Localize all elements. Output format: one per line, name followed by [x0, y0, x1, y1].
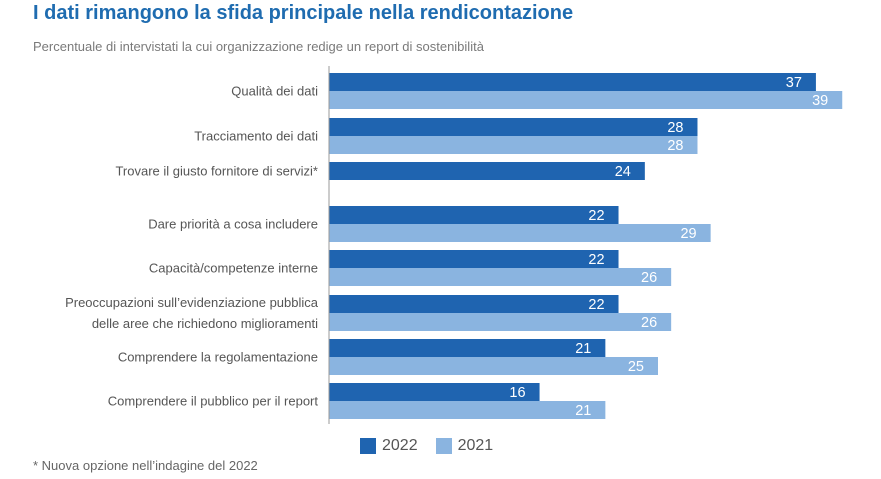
- bar-2022: [329, 383, 540, 401]
- bar-2021: [329, 313, 672, 331]
- value-label-2022: 28: [667, 120, 683, 136]
- bar-chart: Qualità dei dati 37 39 Tracciamento dei dat…: [65, 66, 843, 424]
- category-label: Comprendere la regolamentazione: [118, 350, 318, 365]
- footnote: * Nuova opzione nell’indagine del 2022: [33, 458, 258, 473]
- bar-2022: [329, 118, 698, 136]
- bar-2022: [329, 339, 606, 357]
- bar-2021: [329, 357, 658, 375]
- category-label: delle aree che richiedono miglioramenti: [92, 316, 318, 331]
- chart-subtitle: Percentuale di intervistati la cui organ…: [33, 39, 484, 54]
- bar-2021: [329, 401, 606, 419]
- legend-label-2021: 2021: [457, 437, 494, 454]
- value-label-2022: 22: [588, 297, 604, 313]
- value-label-2021: 25: [628, 359, 644, 375]
- value-label-2021: 29: [680, 226, 696, 242]
- category-label: Capacità/competenze interne: [149, 261, 318, 276]
- value-label-2022: 22: [588, 252, 604, 268]
- bar-2022: [329, 250, 619, 268]
- bar-2022: [329, 162, 645, 180]
- bar-2022: [329, 295, 619, 313]
- legend-swatch-2021: [435, 438, 452, 454]
- value-label-2022: 21: [575, 341, 591, 357]
- category-label: Qualità dei dati: [231, 84, 318, 99]
- value-label-2021: 26: [641, 315, 657, 331]
- chart-title: I dati rimangono la sfida principale nel…: [33, 2, 574, 24]
- value-label-2022: 37: [786, 75, 802, 91]
- bar-2022: [329, 206, 619, 224]
- legend-label-2022: 2022: [382, 437, 418, 454]
- value-label-2021: 39: [812, 93, 828, 109]
- bar-2021: [329, 136, 698, 154]
- legend-swatch-2022: [360, 438, 376, 454]
- category-label: Comprendere il pubblico per il report: [108, 394, 319, 409]
- value-label-2022: 24: [615, 164, 631, 180]
- value-label-2021: 28: [667, 138, 683, 154]
- value-label-2022: 16: [509, 385, 525, 401]
- bar-2021: [329, 91, 843, 109]
- legend: 2022 2021: [360, 437, 511, 455]
- bar-2021: [329, 268, 672, 286]
- category-label: Preoccupazioni sull’evidenziazione pubbl…: [65, 295, 319, 310]
- value-label-2021: 26: [641, 270, 657, 286]
- legend-item-2022: 2022: [360, 437, 418, 455]
- bar-2021: [329, 224, 711, 242]
- value-label-2021: 21: [575, 403, 591, 419]
- category-label: Trovare il giusto fornitore di servizi*: [115, 164, 318, 179]
- category-label: Dare priorità a cosa includere: [148, 217, 318, 232]
- value-label-2022: 22: [588, 208, 604, 224]
- bar-2022: [329, 73, 816, 91]
- category-label: Tracciamento dei dati: [194, 129, 318, 144]
- legend-item-2021: 2021: [435, 437, 494, 455]
